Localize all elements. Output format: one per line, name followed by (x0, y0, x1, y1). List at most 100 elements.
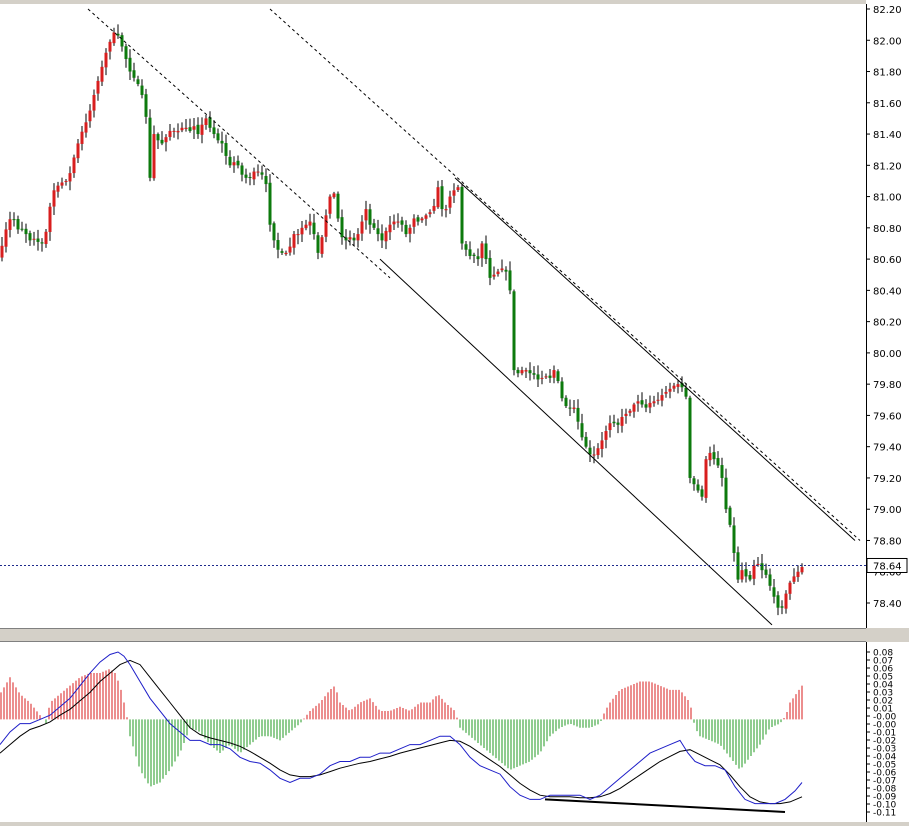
candle-body-up (608, 423, 612, 431)
price-tick-label: 81.00 (873, 193, 902, 204)
candle-body-up (412, 218, 416, 227)
macd-tick-label: -0.07 (873, 777, 896, 787)
candle-body-down (188, 127, 192, 131)
candle-body-down (460, 186, 464, 244)
candle-body-down (440, 186, 444, 210)
macd-tick-label: -0.10 (873, 801, 897, 811)
dashed-trendline (269, 8, 861, 541)
candle-body-down (516, 369, 520, 374)
price-tick-label: 79.40 (873, 443, 902, 454)
candle-body-down (716, 458, 720, 466)
candle-body-up (64, 180, 68, 182)
candle-body-up (752, 565, 756, 579)
candle-body-up (596, 448, 600, 456)
candle-body-up (496, 271, 500, 275)
candle-body-up (448, 196, 452, 208)
candle-body-down (744, 569, 748, 577)
candle-body-down (764, 569, 768, 575)
candle-body-up (332, 193, 336, 198)
candle-body-up (164, 137, 168, 143)
macd-tick-label: -0.00 (873, 713, 897, 723)
candle-body-up (520, 370, 524, 374)
candle-body-down (212, 127, 216, 135)
candle-body-up (388, 224, 392, 233)
divergence-line (544, 798, 786, 813)
candle-body-up (152, 134, 156, 179)
candle-body-up (672, 385, 676, 389)
current-price-label: 78.64 (873, 561, 902, 572)
candle-body-down (144, 94, 148, 117)
candle-body-down (380, 233, 384, 241)
price-tick-label: 82.00 (873, 36, 902, 47)
candle-body-down (376, 228, 380, 235)
candle-body-up (524, 370, 528, 372)
price-tick-label: 80.80 (873, 224, 902, 235)
candle-body-up (112, 32, 116, 44)
candle-body-up (304, 224, 308, 229)
candle-body-up (540, 377, 544, 379)
candle-body-down (700, 489, 704, 497)
candle-body-up (92, 94, 96, 111)
candle-body-down (344, 237, 348, 241)
candle-body-up (68, 173, 72, 182)
macd-tick-label: 0.04 (873, 681, 893, 691)
candle-body-down (404, 224, 408, 235)
candle-body-up (200, 124, 204, 135)
candle-body-down (616, 422, 620, 425)
current-price-tag (866, 557, 908, 573)
candle-body-up (592, 454, 596, 456)
candle-body-down (612, 421, 616, 424)
candle-body-down (116, 33, 120, 36)
candle-body-down (140, 85, 144, 95)
candle-body-up (96, 80, 100, 94)
candle-body-up (572, 407, 576, 410)
candle-body-down (272, 223, 276, 241)
candle-body-up (600, 440, 604, 450)
macd-axis: 0.080.070.060.050.040.030.020.01-0.00-0.… (866, 649, 897, 819)
candle-body-up (668, 388, 672, 392)
candle-body-up (428, 212, 432, 215)
dashed-trendline (87, 8, 391, 279)
candle-body-up (60, 182, 64, 186)
candle-body-down (584, 436, 588, 447)
candle-body-down (536, 374, 540, 380)
candle-body-up (444, 209, 448, 211)
candle-body-up (604, 431, 608, 440)
candle-body-up (636, 401, 640, 404)
candle-body-up (544, 376, 548, 378)
candle-body-down (688, 397, 692, 478)
candle-body-down (224, 143, 228, 156)
candle-body-up (432, 205, 436, 211)
candle-body-down (504, 269, 508, 272)
candle-body-up (356, 234, 360, 241)
candle-body-up (256, 171, 260, 173)
candle-body-up (284, 252, 288, 255)
candle-body-up (328, 196, 332, 214)
candle-body-down (588, 447, 592, 455)
candle-body-up (32, 238, 36, 240)
candle-body-down (28, 233, 32, 241)
candle-body-up (652, 401, 656, 404)
candle-body-up (88, 110, 92, 122)
candle-body-down (476, 256, 480, 260)
candle-body-down (760, 563, 764, 571)
candle-body-down (352, 237, 356, 241)
price-tick-label: 80.00 (873, 349, 902, 360)
candle-body-down (692, 478, 696, 485)
candle-body-up (480, 243, 484, 259)
candle-body-up (72, 157, 76, 174)
macd-tick-label: -0.05 (873, 761, 896, 771)
candle-body-down (560, 381, 564, 399)
candle-body-up (308, 221, 312, 226)
macd-tick-label: 0.07 (873, 657, 893, 667)
macd-main-line (0, 651, 803, 805)
candle-body-down (728, 507, 732, 525)
candle-body-up (704, 459, 708, 498)
candle-body-up (436, 187, 440, 208)
candle-body-up (8, 219, 12, 230)
price-tick-label: 79.20 (873, 474, 902, 485)
bottom-frame (0, 822, 909, 826)
candle-body-up (48, 206, 52, 232)
candle-body-up (392, 221, 396, 225)
